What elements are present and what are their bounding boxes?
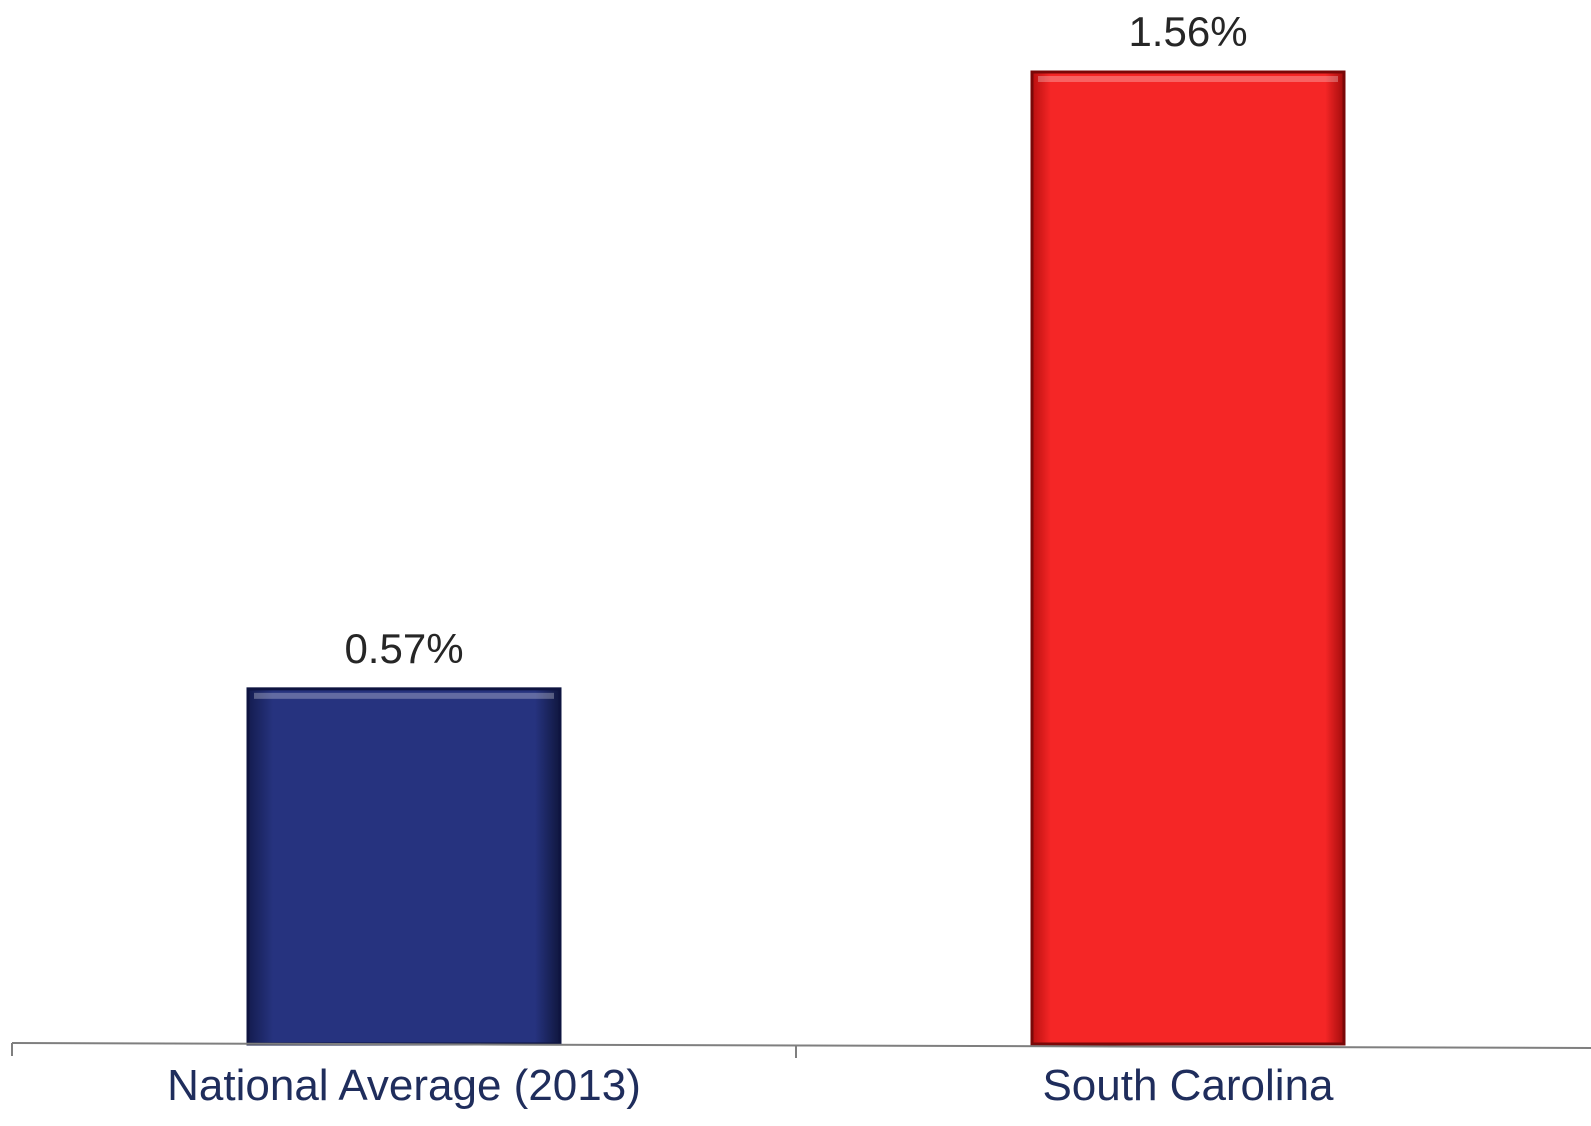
category-labels-layer: National Average (2013) South Carolina — [167, 1061, 1334, 1110]
bar-0 — [246, 687, 562, 1046]
bar-1 — [1030, 70, 1346, 1046]
bars-layer — [246, 70, 1346, 1046]
category-label-1: South Carolina — [1042, 1061, 1334, 1110]
x-axis-line — [11, 1042, 1591, 1049]
value-label-1: 1.56% — [1128, 8, 1247, 55]
category-label-0: National Average (2013) — [167, 1061, 641, 1110]
bar-highlight-1 — [1038, 76, 1338, 82]
bar-highlight-0 — [254, 692, 554, 699]
value-labels-layer: 0.57% 1.56% — [344, 8, 1247, 672]
value-label-0: 0.57% — [344, 625, 463, 672]
